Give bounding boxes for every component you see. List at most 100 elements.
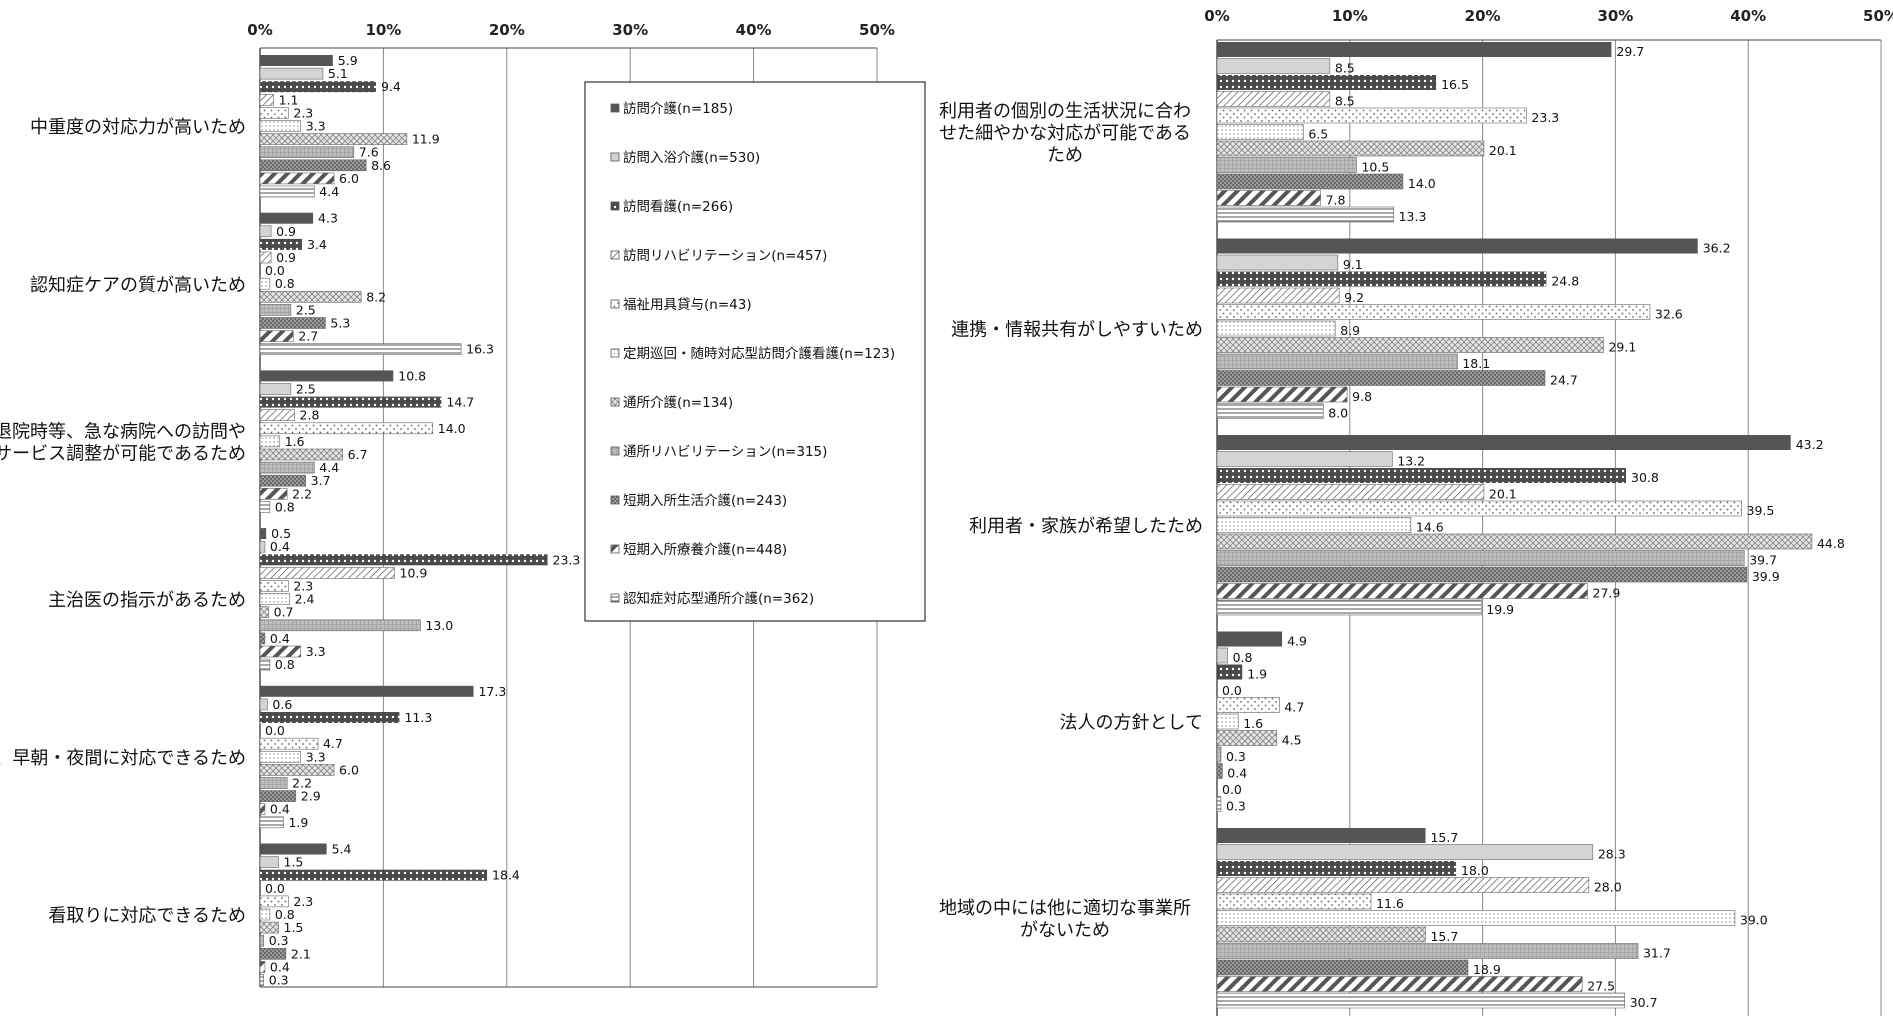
data-label: 8.6 (371, 158, 391, 173)
bar (259, 895, 289, 908)
data-label: 11.9 (412, 132, 440, 147)
bar (259, 448, 343, 461)
bar (259, 750, 302, 763)
data-label: 0.4 (270, 802, 290, 817)
bar (259, 567, 395, 579)
category-label: がないため (1020, 920, 1110, 941)
x-tick-label: 30% (612, 21, 648, 39)
data-label: 8.2 (366, 289, 386, 304)
bar (259, 777, 288, 789)
data-label: 4.4 (319, 460, 339, 475)
data-label: 43.2 (1796, 437, 1824, 452)
bar (1217, 435, 1791, 450)
bar (1217, 664, 1243, 680)
data-label: 29.1 (1608, 340, 1636, 355)
x-tick-label: 20% (1465, 7, 1501, 25)
data-label: 17.3 (478, 684, 506, 699)
bar (259, 580, 289, 592)
data-label: 15.7 (1430, 929, 1458, 944)
bar (1217, 828, 1426, 843)
bar (260, 869, 488, 881)
bar (1216, 403, 1324, 419)
data-label: 2.3 (293, 105, 313, 120)
bar (259, 435, 281, 448)
category-label: 法人の方針として (1060, 712, 1203, 733)
bar (1217, 271, 1547, 287)
data-label: 4.5 (1282, 733, 1302, 748)
x-tick-label: 30% (1597, 7, 1633, 25)
data-label: 0.4 (1227, 766, 1247, 781)
data-label: 0.3 (1226, 749, 1246, 764)
legend-swatch (610, 397, 620, 407)
data-label: 0.8 (275, 499, 295, 514)
data-label: 44.8 (1817, 536, 1845, 551)
data-label: 3.7 (311, 473, 331, 488)
data-label: 7.6 (359, 145, 379, 160)
bar (1217, 42, 1612, 57)
legend-entry: 定期巡回・随時対応型訪問介護看護(n=123) (623, 346, 895, 362)
data-label: 6.0 (339, 762, 359, 777)
data-label: 15.7 (1430, 830, 1458, 845)
bar (259, 606, 269, 619)
bar (1217, 631, 1283, 647)
bar (259, 947, 287, 960)
legend-entry: 訪問介護(n=185) (623, 101, 733, 117)
bar (259, 343, 462, 356)
data-label: 0.5 (271, 526, 291, 541)
data-label: 0.0 (265, 263, 285, 278)
legend-box (584, 81, 926, 622)
data-label: 0.3 (1226, 799, 1246, 814)
data-label: 9.1 (1343, 257, 1363, 272)
bar (260, 81, 376, 93)
bar (1216, 140, 1485, 157)
bar (259, 974, 265, 986)
x-tick-label: 10% (1332, 7, 1368, 25)
x-tick-label: 50% (859, 21, 895, 39)
legend-entry: 訪問看護(n=266) (623, 199, 733, 215)
bar (1216, 877, 1590, 893)
bar (259, 159, 367, 172)
data-label: 24.8 (1551, 274, 1579, 289)
bar (1216, 893, 1372, 910)
bar (259, 934, 265, 947)
data-label: 5.3 (330, 316, 350, 331)
data-label: 39.0 (1740, 913, 1768, 928)
data-label: 14.0 (438, 421, 466, 436)
bar (1216, 91, 1331, 107)
data-label: 16.5 (1441, 77, 1469, 92)
legend-swatch (610, 348, 620, 358)
bar (259, 317, 326, 329)
bar (1216, 157, 1357, 173)
data-label: 0.4 (270, 959, 290, 974)
data-label: 31.7 (1643, 946, 1671, 961)
bar (259, 737, 319, 750)
data-label: 2.5 (296, 302, 316, 317)
data-label: 2.7 (298, 329, 318, 344)
data-label: 4.7 (323, 736, 343, 751)
data-label: 2.2 (292, 486, 312, 501)
category-label: 利用者の個別の生活状況に合わ (939, 101, 1191, 122)
data-label: 39.5 (1747, 503, 1775, 518)
bar (260, 238, 302, 250)
bar (1216, 943, 1639, 959)
bar (259, 803, 266, 816)
data-label: 23.3 (1531, 110, 1559, 125)
data-label: 0.4 (270, 539, 290, 554)
bar (259, 856, 279, 868)
bar (259, 120, 302, 132)
data-label: 0.4 (270, 631, 290, 646)
bar (259, 94, 274, 106)
data-label: 2.1 (291, 946, 311, 961)
data-label: 2.3 (293, 894, 313, 909)
data-label: 0.0 (1222, 782, 1242, 797)
data-label: 4.9 (1287, 634, 1307, 649)
bar (259, 908, 271, 921)
bar (1217, 238, 1698, 254)
category-label: サービス調整が可能であるため (0, 443, 246, 464)
data-label: 0.8 (275, 907, 295, 922)
data-label: 18.0 (1461, 863, 1489, 878)
bar (1216, 484, 1485, 500)
bar (260, 528, 267, 540)
data-label: 0.8 (275, 276, 295, 291)
bar (1216, 124, 1304, 140)
